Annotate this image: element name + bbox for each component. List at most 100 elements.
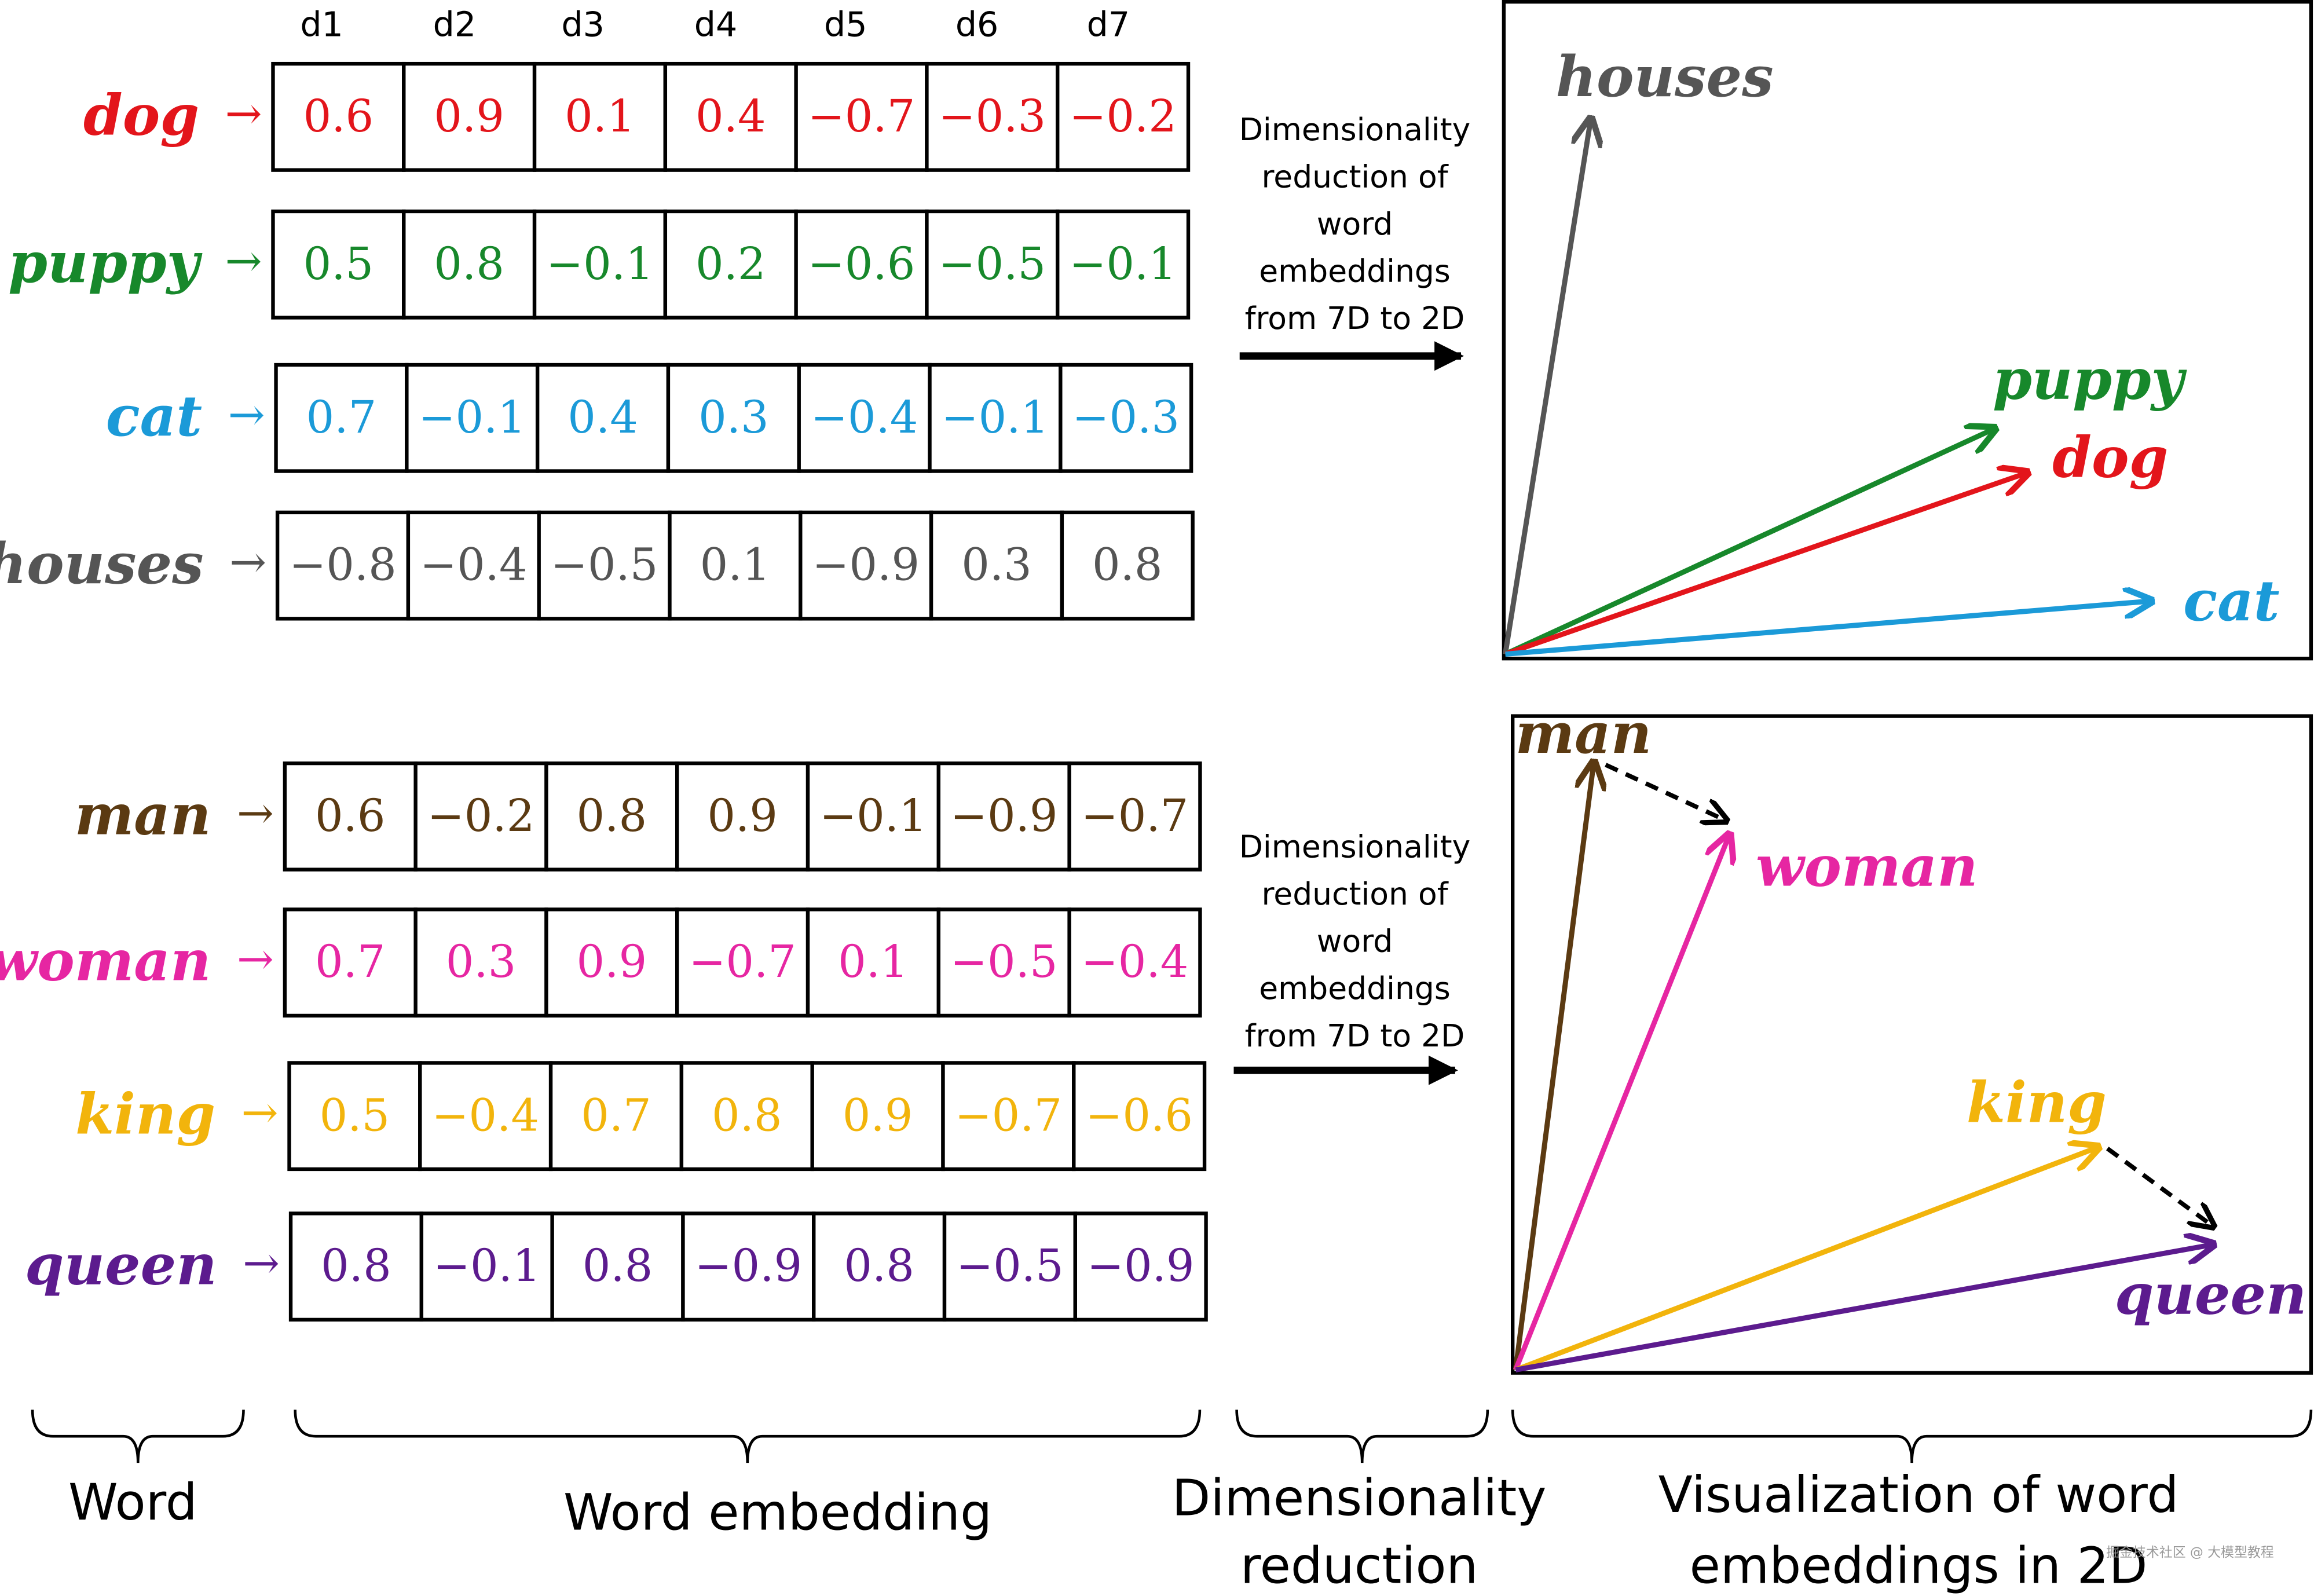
embedding-value: 0.2 bbox=[695, 239, 766, 290]
plot-label-queen: queen bbox=[2115, 1261, 2307, 1327]
reduction-text-line: Dimensionality bbox=[1239, 829, 1471, 865]
embedding-value: −0.1 bbox=[433, 1240, 541, 1292]
embedding-cell bbox=[941, 1061, 1076, 1172]
column-header-d6: d6 bbox=[955, 5, 999, 45]
embedding-value: 0.3 bbox=[698, 392, 769, 444]
embedding-value: −0.7 bbox=[808, 91, 916, 142]
embedding-value: 0.8 bbox=[321, 1240, 391, 1292]
embedding-value: −0.1 bbox=[418, 392, 526, 444]
embedding-value: 0.8 bbox=[583, 1240, 653, 1292]
embedding-cell bbox=[413, 907, 548, 1018]
embedding-value: −0.5 bbox=[950, 936, 1058, 988]
reduction-text-line: from 7D to 2D bbox=[1245, 300, 1465, 336]
plot-label-woman: woman bbox=[1756, 833, 1978, 899]
column-header-d3: d3 bbox=[561, 5, 605, 45]
embedding-value: −0.2 bbox=[427, 790, 535, 842]
embedding-value: 0.4 bbox=[695, 91, 766, 142]
analogy-arrow-king-queen bbox=[2106, 1147, 2213, 1227]
caption-visualization-line: Visualization of word bbox=[1658, 1466, 2179, 1524]
embedding-value: −0.4 bbox=[811, 392, 918, 444]
embedding-cell bbox=[1073, 1211, 1208, 1322]
plot-label-man: man bbox=[1515, 700, 1652, 766]
embedding-value: 0.3 bbox=[961, 540, 1032, 591]
embedding-value: −0.5 bbox=[551, 540, 658, 591]
embedding-value: 0.9 bbox=[434, 91, 504, 142]
embedding-cell bbox=[406, 510, 541, 621]
arrow-icon: → bbox=[237, 934, 274, 985]
embedding-cell bbox=[1056, 209, 1191, 320]
column-header-d2: d2 bbox=[433, 5, 477, 45]
embedding-value: −0.7 bbox=[955, 1090, 1063, 1141]
plot-frame-bottom bbox=[1510, 714, 2313, 1375]
embedding-value: −0.1 bbox=[942, 392, 1049, 444]
word-label-queen: queen bbox=[25, 1232, 217, 1298]
embedding-row-woman: 0.7 0.3 0.9 −0.7 0.1 −0.5 −0.4 bbox=[283, 907, 1202, 1018]
embedding-cell bbox=[679, 1061, 814, 1172]
embedding-cell bbox=[532, 61, 668, 172]
embedding-cell bbox=[810, 1061, 945, 1172]
embedding-value: −0.5 bbox=[956, 1240, 1064, 1292]
plot-label-houses: houses bbox=[1556, 43, 1774, 109]
embedding-value: 0.9 bbox=[577, 936, 647, 988]
arrow-icon: → bbox=[225, 236, 262, 287]
embedding-value: 0.8 bbox=[434, 239, 504, 290]
arrow-icon: → bbox=[243, 1238, 280, 1289]
embedding-value: 0.8 bbox=[577, 790, 647, 842]
embedding-cell bbox=[1067, 761, 1202, 872]
embedding-row-puppy: 0.5 0.8 −0.1 0.2 −0.6 −0.5 −0.1 bbox=[271, 209, 1191, 320]
embedding-cell bbox=[419, 1211, 554, 1322]
embedding-value: 0.6 bbox=[303, 91, 374, 142]
embedding-value: 0.5 bbox=[303, 239, 374, 290]
embedding-value: −0.9 bbox=[812, 540, 920, 591]
caption-reduction-line: Dimensionality bbox=[1172, 1469, 1547, 1527]
embedding-cell bbox=[794, 209, 929, 320]
embedding-value: 0.1 bbox=[700, 540, 771, 591]
plot-label-king: king bbox=[1967, 1069, 2107, 1135]
embedding-cell bbox=[405, 363, 540, 473]
embedding-value: −0.9 bbox=[695, 1240, 803, 1292]
embedding-cell bbox=[283, 761, 418, 872]
vector-puppy bbox=[1504, 429, 1995, 657]
analogy-arrow-man-woman bbox=[1605, 763, 1727, 821]
embedding-value: 0.5 bbox=[320, 1090, 390, 1141]
embedding-cell bbox=[805, 907, 941, 1018]
plot-frame-top bbox=[1502, 0, 2313, 661]
plot-label-puppy: puppy bbox=[1993, 346, 2187, 412]
embedding-cell bbox=[936, 907, 1071, 1018]
reduction-text-line: reduction of bbox=[1261, 876, 1448, 912]
embedding-value: −0.8 bbox=[289, 540, 397, 591]
embedding-value: −0.3 bbox=[939, 91, 1046, 142]
embedding-cell bbox=[271, 61, 406, 172]
reduction-text-line: word bbox=[1317, 923, 1393, 960]
embedding-cell bbox=[288, 1211, 424, 1322]
word-label-woman: woman bbox=[0, 928, 211, 994]
embedding-cell bbox=[402, 61, 537, 172]
plot-label-cat: cat bbox=[2183, 568, 2279, 634]
embedding-cell bbox=[794, 61, 929, 172]
embedding-cell bbox=[544, 761, 679, 872]
caption-word: Word bbox=[68, 1474, 197, 1532]
embedding-value: 0.9 bbox=[707, 790, 778, 842]
embedding-value: −0.2 bbox=[1069, 91, 1177, 142]
embedding-cell bbox=[548, 1061, 684, 1172]
embedding-cell bbox=[532, 209, 668, 320]
vector-cat bbox=[1505, 601, 2151, 657]
embedding-cell bbox=[925, 61, 1060, 172]
embedding-cell bbox=[1059, 363, 1193, 473]
embedding-cell bbox=[1067, 907, 1202, 1018]
embedding-value: 0.3 bbox=[446, 936, 517, 988]
embedding-cell bbox=[1072, 1061, 1207, 1172]
embedding-value: 0.9 bbox=[843, 1090, 913, 1141]
word-label-man: man bbox=[75, 781, 211, 847]
vector-man bbox=[1513, 762, 1594, 1371]
embedding-row-man: 0.6 −0.2 0.8 0.9 −0.1 −0.9 −0.7 bbox=[283, 761, 1202, 872]
embedding-value: −0.4 bbox=[1081, 936, 1189, 988]
embedding-value: 0.1 bbox=[838, 936, 909, 988]
embedding-cell bbox=[812, 1211, 947, 1322]
embedding-value: −0.5 bbox=[939, 239, 1046, 290]
arrow-icon: → bbox=[237, 788, 274, 839]
brace-visualization bbox=[1511, 1410, 2313, 1463]
embedding-value: 0.8 bbox=[712, 1090, 782, 1141]
embedding-value: 0.4 bbox=[567, 392, 638, 444]
embedding-value: 0.8 bbox=[844, 1240, 914, 1292]
